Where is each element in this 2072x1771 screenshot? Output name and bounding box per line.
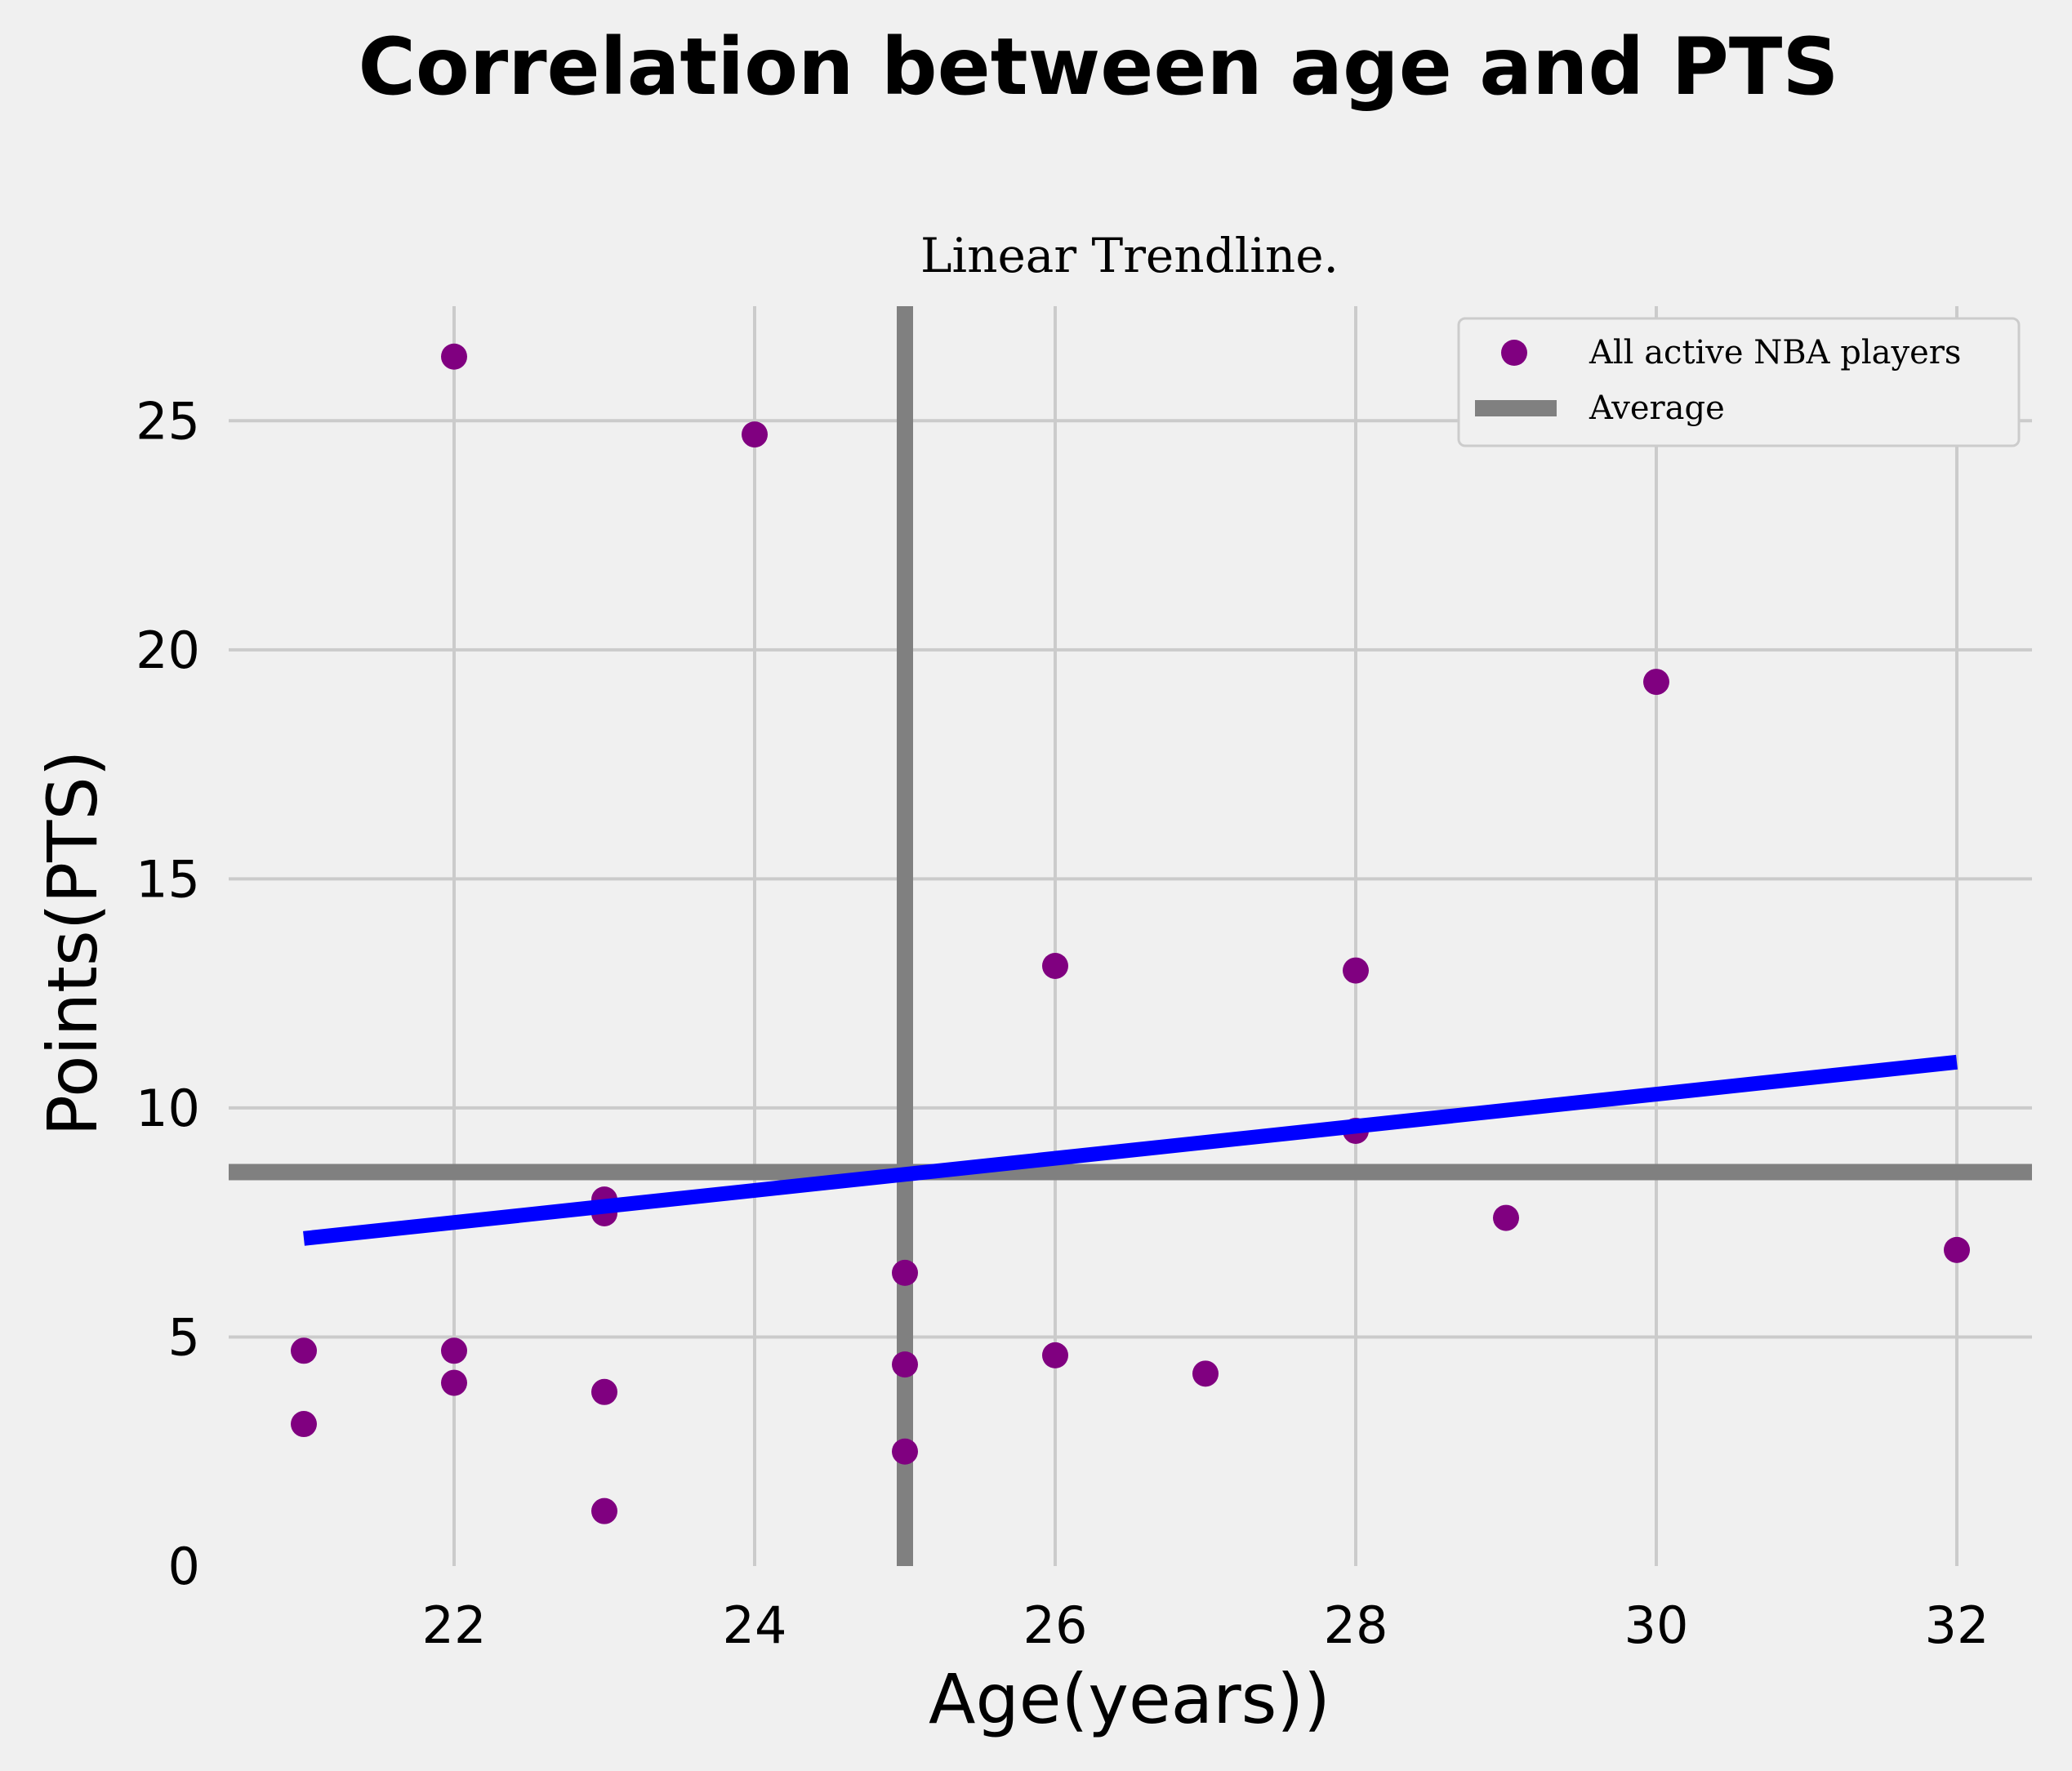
x-tick-label: 30 — [1624, 1595, 1689, 1655]
scatter-point — [291, 1337, 317, 1364]
scatter-point — [591, 1378, 617, 1405]
trendline — [303, 1054, 1958, 1246]
x-axis-label: Age(years)) — [929, 1659, 1330, 1739]
y-tick-label: 15 — [136, 849, 200, 909]
scatter-point — [1042, 1342, 1068, 1368]
scatter-point — [892, 1351, 918, 1378]
x-tick-labels: 22 24 26 28 30 32 — [422, 1595, 1990, 1655]
scatter-point — [591, 1497, 617, 1524]
chart-subtitle: Linear Trendline. — [920, 228, 1339, 283]
chart-title: Correlation between age and PTS — [358, 21, 1838, 113]
y-tick-labels: 0 5 10 15 20 25 — [136, 391, 200, 1596]
legend-label-players: All active NBA players — [1589, 334, 1961, 372]
scatter-point — [441, 343, 467, 370]
y-tick-label: 5 — [168, 1307, 200, 1367]
scatter-point — [291, 1411, 317, 1438]
legend: All active NBA players Average — [1457, 317, 2021, 447]
x-tick-label: 32 — [1925, 1595, 1990, 1655]
x-tick-label: 22 — [422, 1595, 487, 1655]
scatter-point — [892, 1259, 918, 1286]
scatter-point — [892, 1438, 918, 1465]
x-tick-label: 28 — [1324, 1595, 1388, 1655]
scatter-point — [742, 421, 768, 448]
legend-box — [1457, 317, 2021, 447]
legend-marker-players — [1501, 340, 1527, 366]
x-grid — [452, 306, 1958, 1566]
scatter-point — [1042, 952, 1068, 979]
scatter-point — [441, 1369, 467, 1396]
scatter-point — [1493, 1204, 1519, 1231]
scatter-point — [1343, 957, 1369, 984]
legend-label-average: Average — [1589, 389, 1725, 427]
scatter-point — [1643, 669, 1669, 696]
y-tick-label: 10 — [136, 1079, 200, 1138]
scatter-point — [441, 1337, 467, 1364]
x-tick-label: 24 — [723, 1595, 787, 1655]
scatter-point — [1192, 1360, 1219, 1387]
y-tick-label: 0 — [168, 1537, 200, 1596]
scatter-point — [1944, 1236, 1970, 1263]
y-tick-label: 20 — [136, 621, 200, 680]
y-tick-label: 25 — [136, 391, 200, 451]
x-tick-label: 26 — [1023, 1595, 1088, 1655]
y-axis-label: Points(PTS) — [33, 750, 113, 1136]
